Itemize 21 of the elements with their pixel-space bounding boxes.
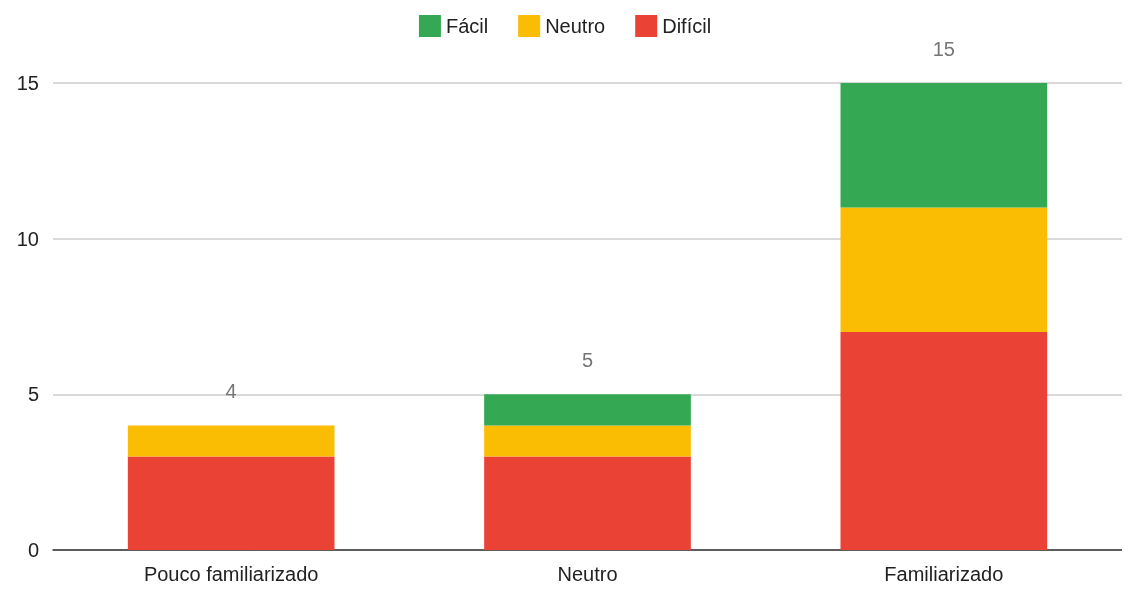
legend-label: Difícil xyxy=(662,15,712,37)
y-tick-label: 10 xyxy=(16,227,39,250)
total-label: 4 xyxy=(225,380,237,403)
bar xyxy=(484,456,691,550)
bar xyxy=(484,394,691,426)
bar xyxy=(840,83,1048,208)
bar xyxy=(127,456,335,550)
bar xyxy=(484,425,691,457)
y-tick-label: 0 xyxy=(27,539,39,561)
legend-label: Fácil xyxy=(445,15,489,37)
total-label: 5 xyxy=(581,349,594,372)
bar xyxy=(840,207,1048,333)
bar xyxy=(840,332,1048,550)
y-tick-label: 15 xyxy=(16,72,39,94)
x-tick-label: Familiarizado xyxy=(884,563,1004,585)
legend-label: Neutro xyxy=(545,15,606,37)
x-tick-label: Neutro xyxy=(557,563,618,585)
total-label: 15 xyxy=(932,38,955,60)
x-tick-label: Pouco familiarizado xyxy=(143,563,319,585)
y-tick-label: 5 xyxy=(27,383,39,406)
bar xyxy=(127,425,335,457)
